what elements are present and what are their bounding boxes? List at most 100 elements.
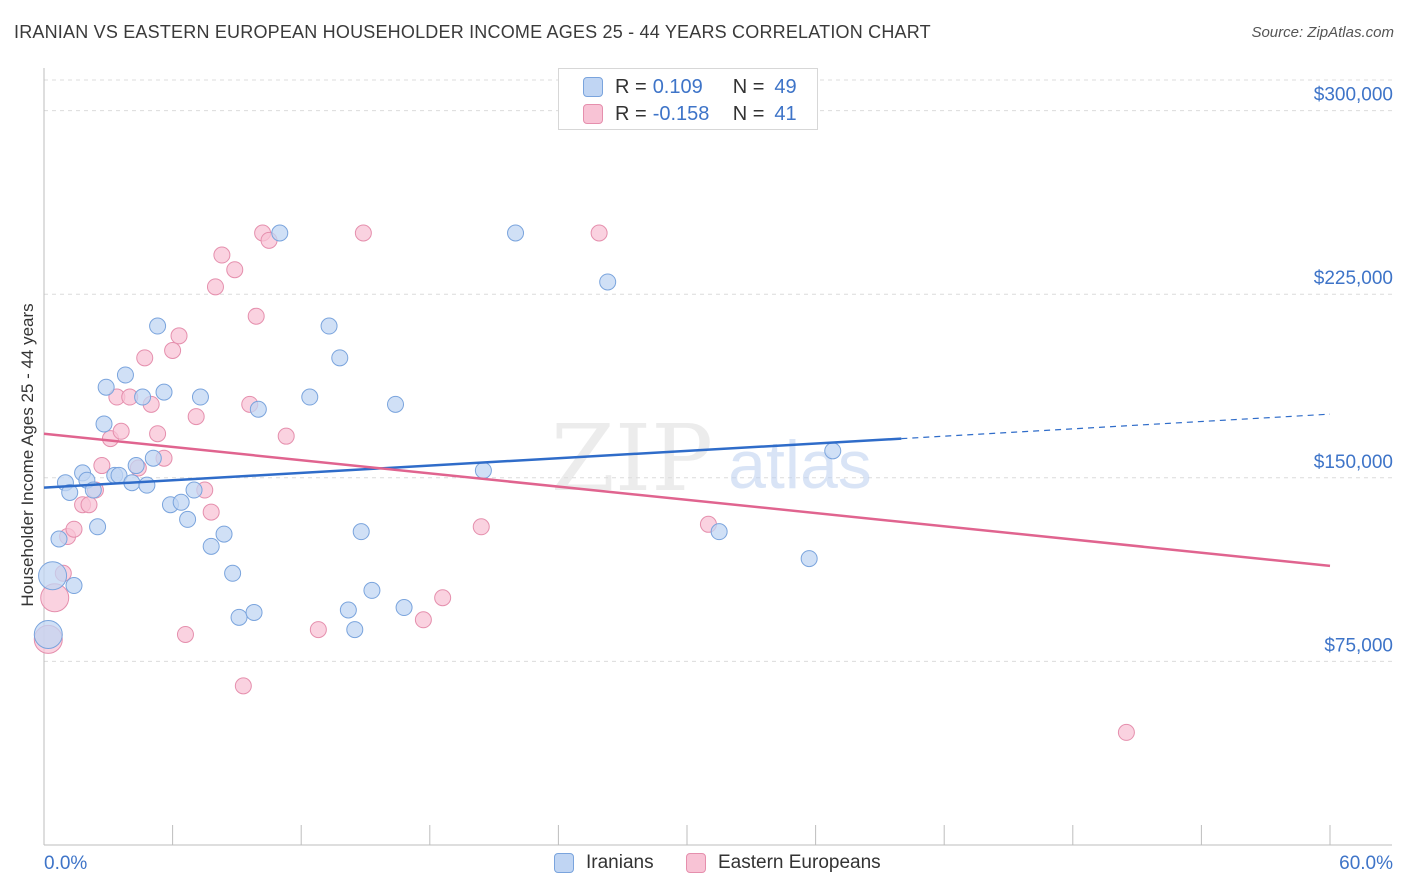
iranian-point xyxy=(224,564,242,582)
axes xyxy=(43,68,1392,846)
series-legend: Iranians Eastern Europeans xyxy=(0,852,1406,878)
iranian-point xyxy=(116,366,134,384)
iranian-point xyxy=(331,349,349,367)
eastern-point xyxy=(176,625,194,643)
source-label: Source: ZipAtlas.com xyxy=(1251,24,1394,41)
stats-row-eastern: R = -0.158 N = 41 xyxy=(583,102,797,126)
y-tick-label: $150,000 xyxy=(1314,452,1393,473)
iranian-point xyxy=(710,523,728,541)
eastern-point xyxy=(472,518,490,536)
eastern-point xyxy=(202,503,220,521)
eastern-swatch xyxy=(583,104,603,124)
legend-item-eastern[interactable]: Eastern Europeans xyxy=(686,852,881,874)
iranian-point xyxy=(352,523,370,541)
x-tick-label: 0.0% xyxy=(44,853,87,874)
r-label: R = xyxy=(615,102,647,125)
eastern-point xyxy=(206,278,224,296)
iranian-point xyxy=(320,317,338,335)
watermark-atlas: atlas xyxy=(728,427,872,503)
iranian-point xyxy=(89,518,107,536)
iranian-point xyxy=(33,619,63,649)
iranians-swatch xyxy=(583,77,603,97)
eastern-point xyxy=(112,422,130,440)
eastern-point xyxy=(590,224,608,242)
eastern-point xyxy=(354,224,372,242)
iranian-point xyxy=(97,378,115,396)
iranians-legend-label: Iranians xyxy=(586,852,654,873)
iranian-point xyxy=(599,273,617,291)
eastern-trend-line xyxy=(43,432,1331,568)
iranian-point xyxy=(271,224,289,242)
iranian-point xyxy=(127,457,145,475)
eastern-legend-label: Eastern Europeans xyxy=(718,852,881,873)
iranian-point xyxy=(363,581,381,599)
eastern-point xyxy=(65,520,83,538)
y-tick-label: $225,000 xyxy=(1314,268,1393,289)
tick-labels: $75,000 $150,000 $225,000 $300,000 0.0% 60.0% xyxy=(44,85,1393,874)
legend-item-iranians[interactable]: Iranians xyxy=(554,852,654,874)
iranian-point xyxy=(134,388,152,406)
iranian-point xyxy=(50,530,68,548)
iranian-point xyxy=(346,621,364,639)
iranian-point xyxy=(339,601,357,619)
eastern-point xyxy=(213,246,231,264)
iranian-point xyxy=(230,608,248,626)
eastern-point xyxy=(149,425,167,443)
iranian-point xyxy=(474,461,492,479)
iranian-point xyxy=(179,510,197,528)
y-tick-label: $300,000 xyxy=(1314,85,1393,106)
iranian-point xyxy=(507,224,525,242)
iranian-point xyxy=(138,476,156,494)
r-label: R = xyxy=(615,75,647,98)
iranian-point xyxy=(155,383,173,401)
r-value: -0.158 xyxy=(652,102,710,125)
eastern-point xyxy=(1117,723,1135,741)
iranian-point xyxy=(387,395,405,413)
watermark: ZIP atlas xyxy=(551,405,872,512)
eastern-point xyxy=(414,611,432,629)
iranian-point xyxy=(172,493,190,511)
iranian-point xyxy=(824,442,842,460)
iranian-point xyxy=(395,599,413,617)
eastern-point xyxy=(309,621,327,639)
eastern-point xyxy=(164,342,182,360)
n-label: N = xyxy=(732,75,765,98)
n-value: 41 xyxy=(774,102,797,125)
iranians-legend-swatch xyxy=(554,853,574,873)
eastern-point xyxy=(434,589,452,607)
eastern-point xyxy=(226,261,244,279)
eastern-legend-swatch xyxy=(686,853,706,873)
y-tick-label: $75,000 xyxy=(1324,635,1393,656)
n-label: N = xyxy=(732,102,765,125)
iranian-points xyxy=(33,224,842,649)
iranian-point xyxy=(800,550,818,568)
eastern-point xyxy=(234,677,252,695)
iranian-point xyxy=(144,449,162,467)
iranian-point xyxy=(95,415,113,433)
iranian-point xyxy=(65,577,83,595)
grid-lines xyxy=(44,79,1392,662)
iranian-point xyxy=(38,561,68,591)
eastern-point xyxy=(136,349,154,367)
trend-lines xyxy=(43,413,1331,568)
iranian-point xyxy=(215,525,233,543)
stats-legend: R = 0.109 N = 49 R = -0.158 N = 41 xyxy=(558,68,818,130)
iranian-point xyxy=(249,400,267,418)
iranian-point xyxy=(202,537,220,555)
iranian-point xyxy=(61,483,79,501)
eastern-point xyxy=(277,427,295,445)
iranian-point xyxy=(149,317,167,335)
eastern-point xyxy=(170,327,188,345)
eastern-point xyxy=(247,307,265,325)
iranian-trend-line xyxy=(43,437,902,489)
iranian-point xyxy=(245,603,263,621)
eastern-point xyxy=(187,408,205,426)
chart-title: IRANIAN VS EASTERN EUROPEAN HOUSEHOLDER … xyxy=(14,22,931,42)
x-tick-label: 60.0% xyxy=(1339,853,1393,874)
iranian-point xyxy=(301,388,319,406)
iranian-point xyxy=(191,388,209,406)
iranian-point xyxy=(185,481,203,499)
eastern-point xyxy=(93,457,111,475)
iranian-trend-extension xyxy=(901,413,1331,440)
